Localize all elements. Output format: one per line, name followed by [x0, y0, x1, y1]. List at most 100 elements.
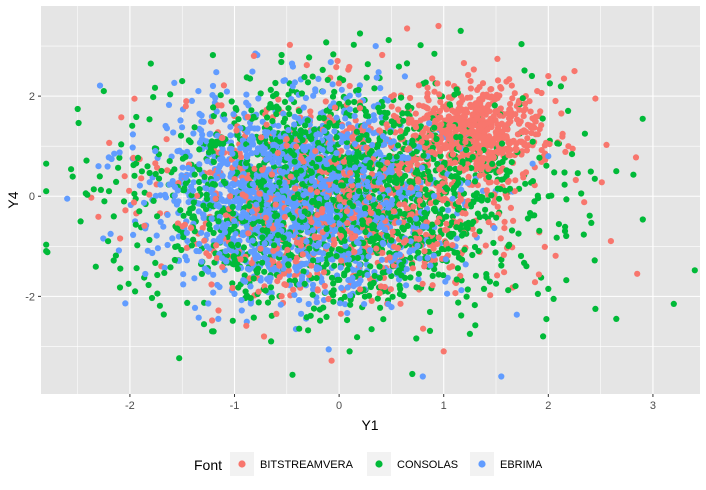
point-bitstreamvera: [512, 177, 519, 184]
point-ebrima: [347, 292, 354, 299]
point-ebrima: [277, 301, 284, 308]
point-ebrima: [249, 237, 256, 244]
point-bitstreamvera: [603, 141, 610, 148]
point-consolas: [182, 180, 189, 187]
point-consolas: [586, 212, 593, 219]
point-consolas: [255, 299, 262, 306]
point-ebrima: [299, 213, 306, 220]
point-ebrima: [384, 97, 391, 104]
point-bitstreamvera: [215, 307, 222, 314]
point-consolas: [451, 91, 458, 98]
point-ebrima: [529, 160, 536, 167]
point-bitstreamvera: [538, 122, 545, 129]
point-consolas: [273, 90, 280, 98]
point-bitstreamvera: [470, 66, 477, 73]
point-consolas: [190, 236, 197, 243]
point-ebrima: [222, 257, 229, 264]
point-consolas: [393, 153, 400, 160]
point-ebrima: [326, 141, 334, 148]
point-consolas: [471, 302, 478, 309]
point-bitstreamvera: [281, 281, 288, 288]
point-bitstreamvera: [503, 194, 511, 201]
point-ebrima: [297, 175, 304, 182]
point-consolas: [431, 50, 438, 57]
point-ebrima: [317, 175, 324, 182]
point-consolas: [43, 160, 50, 167]
point-consolas: [364, 61, 371, 68]
point-bitstreamvera: [164, 167, 171, 174]
point-consolas: [323, 107, 330, 114]
point-bitstreamvera: [498, 85, 505, 92]
point-ebrima: [293, 267, 300, 274]
point-consolas: [423, 139, 430, 146]
point-bitstreamvera: [496, 92, 503, 99]
point-ebrima: [171, 197, 178, 204]
point-bitstreamvera: [524, 121, 532, 128]
point-ebrima: [329, 81, 336, 88]
point-ebrima: [317, 131, 324, 138]
point-ebrima: [218, 150, 225, 157]
point-consolas: [167, 91, 174, 98]
point-consolas: [330, 51, 337, 58]
point-bitstreamvera: [512, 146, 520, 154]
point-consolas: [180, 234, 187, 241]
point-consolas: [198, 270, 205, 277]
point-ebrima: [196, 240, 203, 248]
point-consolas: [68, 166, 75, 173]
point-consolas: [563, 196, 570, 203]
point-bitstreamvera: [278, 293, 285, 300]
point-bitstreamvera: [373, 245, 380, 252]
point-ebrima: [177, 117, 184, 124]
point-ebrima: [364, 271, 371, 279]
point-bitstreamvera: [421, 263, 428, 270]
point-ebrima: [275, 122, 282, 129]
point-ebrima: [246, 136, 253, 143]
point-bitstreamvera: [477, 121, 484, 128]
point-ebrima: [272, 196, 279, 203]
point-consolas: [468, 165, 475, 172]
point-consolas: [268, 294, 275, 301]
point-consolas: [311, 126, 318, 133]
point-consolas: [591, 175, 598, 182]
point-bitstreamvera: [452, 290, 459, 297]
point-bitstreamvera: [490, 199, 497, 206]
point-consolas: [358, 154, 365, 161]
point-consolas: [105, 188, 113, 195]
point-ebrima: [336, 203, 344, 210]
point-consolas: [246, 202, 253, 209]
point-consolas: [305, 327, 312, 334]
point-bitstreamvera: [465, 129, 472, 136]
point-ebrima: [196, 161, 203, 168]
point-ebrima: [227, 132, 234, 139]
point-ebrima: [498, 373, 505, 380]
point-ebrima: [458, 186, 465, 193]
point-bitstreamvera: [534, 131, 542, 138]
point-consolas: [167, 264, 174, 271]
point-ebrima: [189, 187, 197, 194]
point-consolas: [83, 157, 90, 164]
point-bitstreamvera: [314, 287, 321, 294]
point-consolas: [399, 110, 406, 117]
point-bitstreamvera: [270, 247, 277, 254]
point-bitstreamvera: [472, 101, 479, 108]
point-bitstreamvera: [493, 108, 500, 115]
point-consolas: [376, 274, 383, 281]
point-bitstreamvera: [429, 75, 436, 82]
point-bitstreamvera: [218, 102, 225, 109]
point-bitstreamvera: [552, 97, 559, 105]
point-consolas: [588, 219, 595, 226]
point-bitstreamvera: [483, 187, 490, 194]
point-bitstreamvera: [410, 203, 417, 210]
point-consolas: [115, 164, 122, 171]
point-ebrima: [111, 150, 118, 157]
point-consolas: [551, 169, 558, 176]
point-ebrima: [264, 261, 271, 268]
point-bitstreamvera: [632, 154, 640, 161]
point-consolas: [323, 225, 330, 233]
point-consolas: [483, 271, 490, 278]
point-ebrima: [444, 207, 452, 214]
point-bitstreamvera: [507, 100, 514, 108]
point-bitstreamvera: [283, 142, 290, 149]
point-consolas: [262, 287, 269, 294]
point-consolas: [235, 116, 242, 123]
